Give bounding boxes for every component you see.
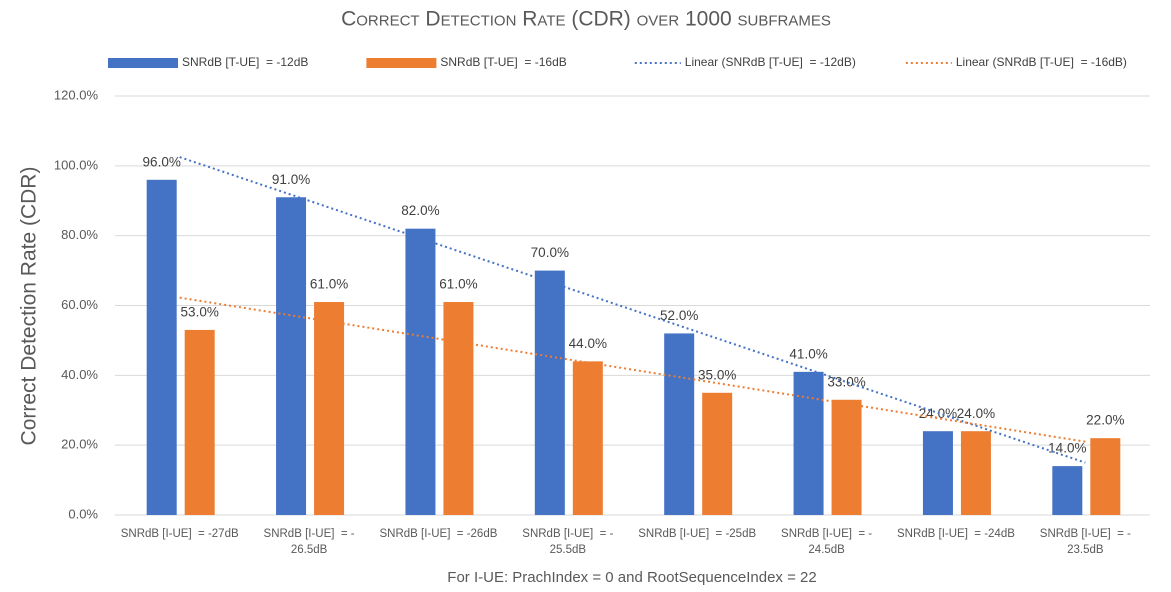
- bar: [405, 228, 436, 515]
- y-tick-label: 120.0%: [54, 87, 99, 102]
- bar: [276, 197, 307, 515]
- data-label: 82.0%: [401, 203, 439, 218]
- x-tick-label: SNRdB [I-UE] = -24dB: [897, 528, 1015, 540]
- data-label: 53.0%: [181, 305, 219, 320]
- x-tick-label: SNRdB [I-UE] = - 24.5dB: [781, 528, 872, 556]
- data-label: 52.0%: [660, 308, 698, 323]
- y-tick-label: 20.0%: [61, 437, 98, 452]
- data-label: 22.0%: [1086, 413, 1124, 428]
- bar: [702, 392, 733, 515]
- x-tick-label-line: SNRdB [I-UE] = -: [1040, 528, 1131, 540]
- x-axis-label: For I-UE: PrachIndex = 0 and RootSequenc…: [447, 569, 816, 586]
- data-label: 35.0%: [698, 367, 736, 382]
- data-label: 41.0%: [789, 346, 827, 361]
- legend-label: Linear (SNRdB [T-UE] = -16dB): [956, 55, 1127, 69]
- data-label: 24.0%: [957, 406, 995, 421]
- x-tick-label-line: 26.5dB: [291, 544, 328, 556]
- legend-label: SNRdB [T-UE] = -12dB: [182, 55, 308, 69]
- x-tick-label-line: 23.5dB: [1067, 544, 1104, 556]
- x-tick-label-line: 25.5dB: [550, 544, 587, 556]
- bar: [184, 329, 215, 515]
- data-label: 33.0%: [827, 374, 865, 389]
- bar: [1090, 438, 1121, 515]
- bar: [1052, 466, 1083, 515]
- data-label: 91.0%: [272, 172, 310, 187]
- x-tick-label: SNRdB [I-UE] = -26dB: [379, 528, 497, 540]
- x-tick-label: SNRdB [I-UE] = -27dB: [121, 528, 239, 540]
- legend-label: Linear (SNRdB [T-UE] = -12dB): [685, 55, 856, 69]
- bar: [960, 431, 991, 515]
- x-tick-label-line: 24.5dB: [808, 544, 845, 556]
- legend-label: SNRdB [T-UE] = -16dB: [440, 55, 566, 69]
- bar: [831, 399, 862, 515]
- y-axis-label: Correct Detection Rate (CDR): [18, 167, 41, 446]
- chart-title: Correct Detection Rate (CDR) over 1000 s…: [341, 8, 831, 31]
- data-label: 61.0%: [310, 277, 348, 292]
- y-tick-label: 80.0%: [61, 227, 98, 242]
- x-tick-label-line: SNRdB [I-UE] = -: [522, 528, 613, 540]
- x-tick-label: SNRdB [I-UE] = -25dB: [638, 528, 756, 540]
- x-tick-label: SNRdB [I-UE] = - 23.5dB: [1040, 528, 1131, 556]
- data-label: 61.0%: [439, 277, 477, 292]
- data-label: 70.0%: [531, 245, 569, 260]
- y-tick-label: 100.0%: [54, 157, 99, 172]
- data-label: 96.0%: [143, 154, 181, 169]
- bar: [572, 361, 603, 515]
- bar: [534, 270, 565, 515]
- data-label: 44.0%: [569, 336, 607, 351]
- bar: [664, 333, 695, 515]
- legend-swatch: [108, 58, 178, 68]
- legend-swatch: [366, 58, 437, 68]
- x-tick-label: SNRdB [I-UE] = - 26.5dB: [264, 528, 355, 556]
- bar: [922, 431, 953, 515]
- x-tick-label: SNRdB [I-UE] = - 25.5dB: [522, 528, 613, 556]
- x-tick-label-line: SNRdB [I-UE] = -: [264, 528, 355, 540]
- trendline: [179, 156, 1086, 464]
- bar: [793, 371, 824, 515]
- bar: [443, 302, 474, 515]
- y-tick-label: 0.0%: [68, 506, 98, 521]
- bar: [314, 302, 345, 515]
- bar: [146, 179, 177, 516]
- data-label: 14.0%: [1048, 441, 1086, 456]
- x-tick-label-line: SNRdB [I-UE] = -: [781, 528, 872, 540]
- y-tick-label: 40.0%: [61, 367, 98, 382]
- y-tick-label: 60.0%: [61, 297, 98, 312]
